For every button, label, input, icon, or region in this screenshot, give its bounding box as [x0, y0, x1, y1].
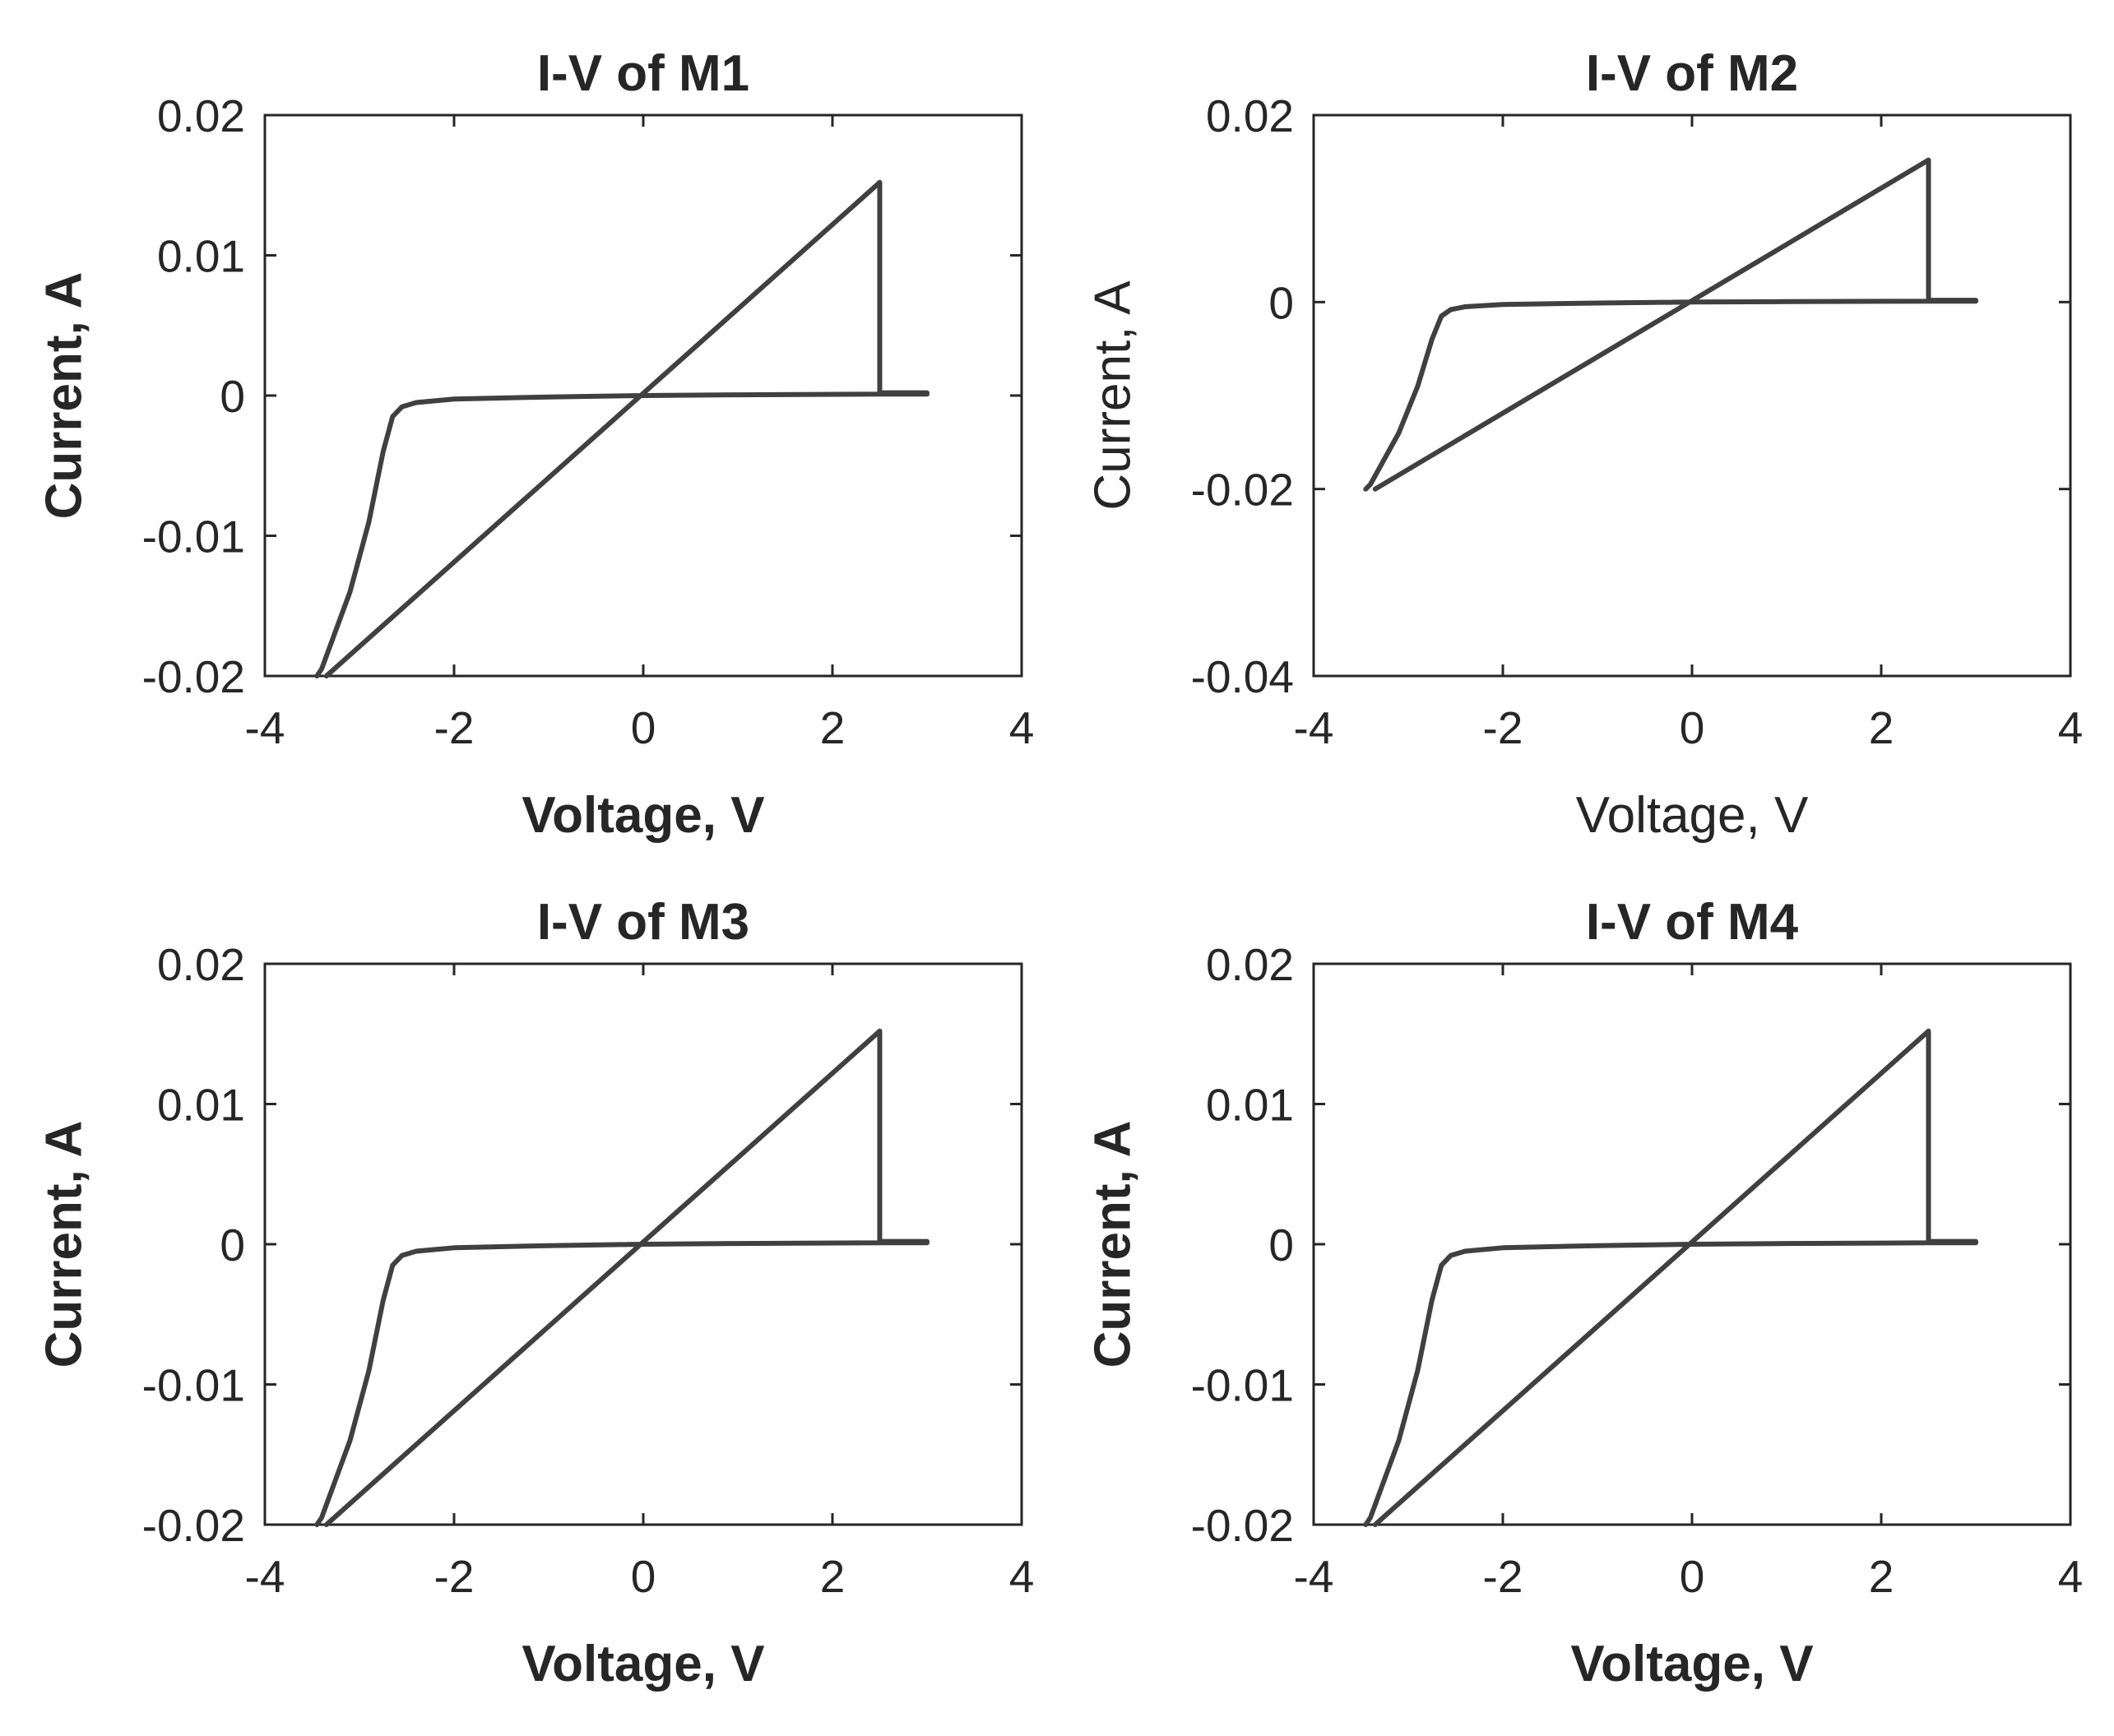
- y-axis-label-m2: Current, A: [1084, 280, 1141, 511]
- chart-title-m3: I-V of M3: [537, 894, 749, 951]
- x-tick-label: 0: [631, 1551, 656, 1602]
- y-tick-label: -0.01: [1191, 1360, 1294, 1411]
- x-tick-label: 2: [820, 702, 846, 753]
- y-tick-label: 0: [220, 371, 245, 422]
- plot-frame-m2: [1312, 113, 2072, 678]
- y-tick-label: 0.01: [157, 1080, 245, 1131]
- x-tick-label: 2: [820, 1551, 846, 1602]
- x-tick-label: -4: [1294, 1551, 1334, 1602]
- x-tick-label: 4: [1009, 1551, 1035, 1602]
- y-tick-label: -0.04: [1191, 651, 1294, 702]
- y-tick-label: 0.02: [1206, 939, 1294, 990]
- x-tick-label: 0: [1680, 1551, 1705, 1602]
- subplot-m4: -4 -2 0 2 4 -0.02 -0.01 0 0.01 0.02 I-V of M4 Volta…: [1084, 894, 2083, 1692]
- x-tick-label: 0: [631, 702, 656, 753]
- iv-curve-m4: [1363, 1028, 1978, 1527]
- x-axis-label-m2: Voltage, V: [1576, 787, 1809, 844]
- chart-title-m4: I-V of M4: [1586, 894, 1799, 951]
- y-tick-label: -0.01: [142, 512, 245, 562]
- y-tick-label: 0.02: [157, 90, 245, 141]
- iv-curve-m1: [314, 179, 930, 678]
- y-tick-label: 0.01: [157, 231, 245, 282]
- y-tick-label: 0.02: [1206, 90, 1294, 141]
- x-tick-label: 2: [1869, 702, 1894, 753]
- x-tick-label: 4: [2058, 702, 2084, 753]
- y-axis-label-m3: Current, A: [35, 1121, 92, 1368]
- y-tick-label: -0.02: [1191, 465, 1294, 516]
- iv-curve-m2: [1363, 157, 1978, 492]
- subplot-m1: -4 -2 0 2 4 -0.02 -0.01 0 0.01 0.02 I-V of M1 Volta…: [35, 45, 1034, 844]
- y-tick-label: -0.02: [1191, 1500, 1294, 1551]
- y-tick-label: 0.01: [1206, 1080, 1294, 1131]
- x-tick-label: -4: [245, 702, 285, 753]
- x-tick-label: 4: [2058, 1551, 2084, 1602]
- y-axis-label-m1: Current, A: [35, 272, 92, 520]
- x-axis-label-m4: Voltage, V: [1570, 1636, 1813, 1692]
- y-tick-label: -0.02: [142, 1500, 245, 1551]
- subplot-m2: -4 -2 0 2 4 -0.04 -0.02 0 0.02 I-V of M2 Voltage, …: [1084, 45, 2083, 844]
- y-tick-label: 0: [220, 1220, 245, 1271]
- y-axis-label-m4: Current, A: [1084, 1121, 1141, 1368]
- iv-curve-m3: [314, 1028, 930, 1527]
- x-tick-label: 2: [1869, 1551, 1894, 1602]
- x-axis-label-m1: Voltage, V: [522, 787, 764, 844]
- x-tick-label: 4: [1009, 702, 1035, 753]
- x-axis-label-m3: Voltage, V: [522, 1636, 764, 1692]
- x-tick-label: 0: [1680, 702, 1705, 753]
- x-tick-label: -4: [245, 1551, 285, 1602]
- x-tick-label: -2: [434, 1551, 475, 1602]
- y-tick-label: -0.01: [142, 1360, 245, 1411]
- chart-title-m1: I-V of M1: [537, 45, 749, 102]
- y-tick-label: 0.02: [157, 939, 245, 990]
- x-tick-label: -2: [1483, 1551, 1523, 1602]
- x-tick-label: -4: [1294, 702, 1334, 753]
- x-tick-label: -2: [1483, 702, 1523, 753]
- y-tick-label: 0: [1268, 277, 1294, 328]
- subplot-m3: -4 -2 0 2 4 -0.02 -0.01 0 0.01 0.02 I-V of M3 Volta…: [35, 894, 1034, 1692]
- chart-title-m2: I-V of M2: [1586, 45, 1798, 102]
- x-tick-label: -2: [434, 702, 475, 753]
- y-tick-label: 0: [1268, 1220, 1294, 1271]
- y-tick-label: -0.02: [142, 651, 245, 702]
